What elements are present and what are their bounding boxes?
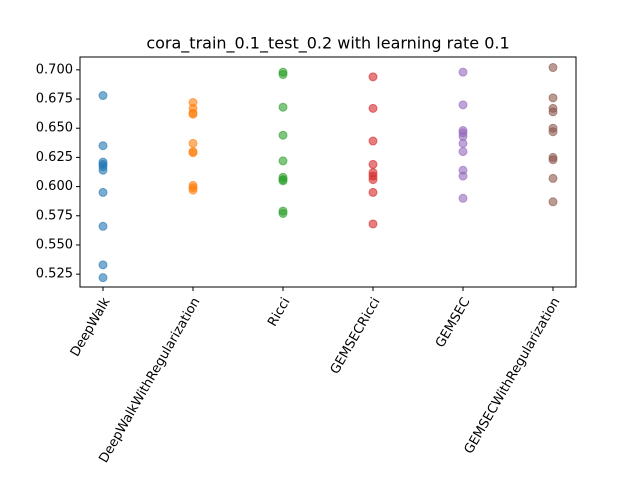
y-tick-label: 0.625 (36, 150, 73, 165)
point (368, 219, 378, 229)
point (548, 93, 558, 103)
y-tick-label: 0.575 (36, 208, 73, 223)
point (548, 155, 558, 165)
point (368, 72, 378, 82)
y-tick-label: 0.700 (36, 62, 73, 77)
point (548, 197, 558, 207)
point (458, 193, 468, 203)
point (98, 260, 108, 270)
point (368, 175, 378, 185)
point (278, 176, 288, 186)
point (548, 173, 558, 183)
point (458, 100, 468, 110)
point (458, 147, 468, 157)
point (98, 187, 108, 197)
point (188, 109, 198, 119)
point (98, 273, 108, 283)
point (368, 187, 378, 197)
point (548, 107, 558, 117)
point (458, 171, 468, 181)
y-tick-label: 0.600 (36, 179, 73, 194)
point (548, 127, 558, 137)
point (548, 63, 558, 73)
point (98, 141, 108, 151)
point (278, 70, 288, 80)
y-tick-label: 0.525 (36, 267, 73, 282)
point (458, 138, 468, 148)
point (188, 138, 198, 148)
point (278, 102, 288, 112)
plot-frame (79, 56, 577, 288)
point (368, 159, 378, 169)
y-tick-label: 0.550 (36, 237, 73, 252)
point (278, 156, 288, 166)
point (278, 208, 288, 218)
point (188, 185, 198, 195)
point (368, 136, 378, 146)
point (278, 130, 288, 140)
point (98, 221, 108, 231)
point (458, 67, 468, 77)
point (98, 91, 108, 101)
y-tick-label: 0.675 (36, 92, 73, 107)
point (188, 148, 198, 158)
point (368, 103, 378, 113)
y-tick-label: 0.650 (36, 121, 73, 136)
point (98, 165, 108, 175)
chart-title: cora_train_0.1_test_0.2 with learning ra… (146, 34, 509, 54)
